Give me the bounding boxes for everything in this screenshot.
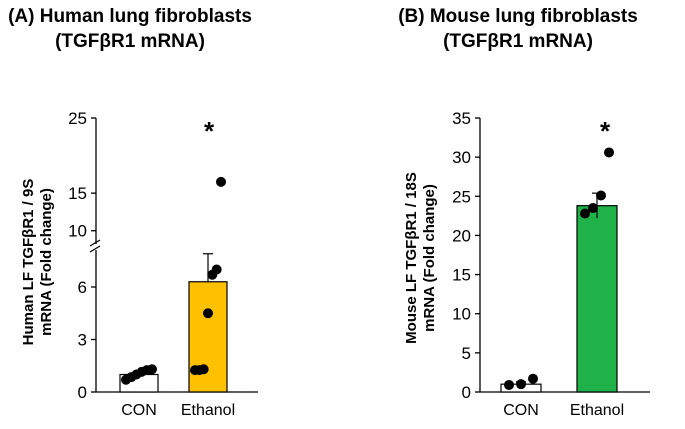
panel-b-ylabel-line2: mRNA (Fold change) <box>421 184 438 332</box>
panel-b-data-point <box>504 379 514 390</box>
panel-a-bar-ethanol <box>188 281 228 393</box>
panel-a-ylabel-line2: mRNA (Fold change) <box>38 188 55 336</box>
panel-a-significance-marker: * <box>204 116 215 146</box>
panel-a-y-tick-label: 25 <box>68 109 87 128</box>
panel-a-plot-area: 0 3 6 10 15 25 CON Ethanol * <box>68 109 258 419</box>
panel-b-data-point <box>528 373 538 384</box>
panel-b-y-tick-label: 30 <box>452 148 471 167</box>
panel-b-y-tick-label: 10 <box>452 305 471 324</box>
panel-b-x-label: Ethanol <box>570 402 624 419</box>
panel-a-data-point <box>147 364 157 375</box>
panel-a-data-point <box>203 308 213 319</box>
panel-b-y-tick-label: 0 <box>462 383 471 402</box>
panel-b-y-tick-label: 5 <box>462 344 471 363</box>
panel-b-y-tick-label: 35 <box>452 109 471 128</box>
panel-b-ylabel-line1: Mouse LF TGFβR1 / 18S <box>403 172 420 344</box>
panel-a-y-tick-label: 3 <box>78 331 87 350</box>
panel-a-subtitle: (TGFβR1 mRNA) <box>55 31 205 52</box>
panel-b-y-tick-label: 25 <box>452 187 471 206</box>
panel-b-data-point <box>588 203 598 214</box>
panel-b-y-tick-label: 20 <box>452 226 471 245</box>
panel-b-x-label: CON <box>503 402 539 419</box>
panel-a-axis-break-mark <box>89 245 101 253</box>
panel-a-y-tick-label: 6 <box>78 278 87 297</box>
panel-b-data-point <box>596 190 606 201</box>
panel-b-title: (B) Mouse lung fibroblasts <box>398 6 638 27</box>
panel-a-y-tick-label: 10 <box>68 222 87 241</box>
panel-a: (A) Human lung fibroblasts (TGFβR1 mRNA)… <box>8 6 258 419</box>
panel-b-significance-marker: * <box>600 116 611 146</box>
panel-a-data-point <box>216 176 226 187</box>
panel-a-ylabel-line1: Human LF TGFβR1 / 9S <box>20 179 37 346</box>
panel-a-x-label: CON <box>121 402 157 419</box>
panel-b-y-tick-label: 15 <box>452 266 471 285</box>
panel-b-subtitle: (TGFβR1 mRNA) <box>443 31 593 52</box>
panel-a-y-tick-label: 15 <box>68 184 87 203</box>
panel-b-data-point <box>580 208 590 219</box>
panel-b: (B) Mouse lung fibroblasts (TGFβR1 mRNA)… <box>398 6 650 419</box>
panel-a-data-point <box>211 264 222 275</box>
panel-a-y-tick-label: 0 <box>78 383 87 402</box>
panel-b-bar-ethanol <box>576 205 618 393</box>
panel-a-title: (A) Human lung fibroblasts <box>8 6 252 27</box>
panel-a-axis-break-mark <box>89 239 101 247</box>
panel-b-data-point <box>516 379 526 390</box>
panel-b-data-point <box>604 147 614 158</box>
panel-a-x-label: Ethanol <box>181 402 235 419</box>
panel-a-data-point <box>198 364 209 375</box>
panel-b-plot-area: 0 5 10 15 20 25 30 35 CON Ethanol * <box>452 109 650 419</box>
